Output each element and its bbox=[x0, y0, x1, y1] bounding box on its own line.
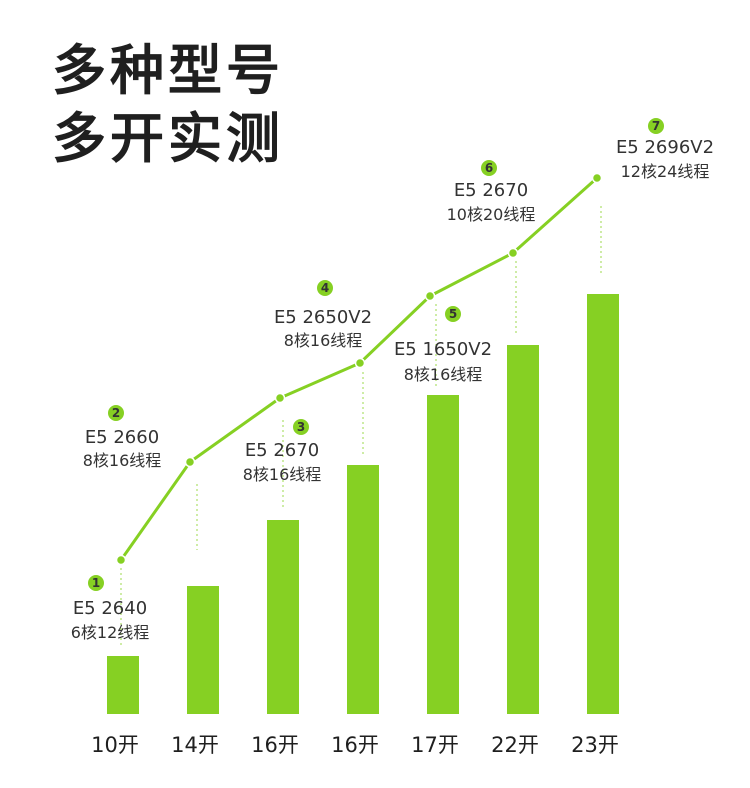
badge-number-6: 6 bbox=[485, 161, 493, 175]
cpu-model-label-2: E5 2660 bbox=[85, 427, 159, 448]
cpu-spec-label-1: 6核12线程 bbox=[71, 623, 150, 642]
bar-7 bbox=[587, 294, 619, 714]
x-tick-label-5: 17开 bbox=[411, 733, 459, 757]
trend-point-6 bbox=[507, 247, 519, 259]
bar-2 bbox=[187, 586, 219, 714]
badge-3 bbox=[293, 419, 309, 435]
badge-number-2: 2 bbox=[112, 406, 120, 420]
trend-point-2 bbox=[184, 456, 196, 468]
page-title-line-1: 多种型号 bbox=[52, 39, 284, 102]
trend-point-4 bbox=[354, 357, 366, 369]
x-tick-label-1: 10开 bbox=[91, 733, 139, 757]
badge-7 bbox=[648, 118, 664, 134]
trend-point-5 bbox=[424, 290, 436, 302]
trend-point-7 bbox=[591, 172, 603, 184]
cpu-spec-label-2: 8核16线程 bbox=[83, 451, 162, 470]
bar-3 bbox=[267, 520, 299, 714]
bar-5 bbox=[427, 395, 459, 714]
bar-1 bbox=[107, 656, 139, 714]
x-tick-label-4: 16开 bbox=[331, 733, 379, 757]
badge-number-7: 7 bbox=[652, 119, 660, 133]
x-tick-label-6: 22开 bbox=[491, 733, 539, 757]
cpu-model-label-6: E5 2670 bbox=[454, 180, 528, 201]
cpu-spec-label-4: 8核16线程 bbox=[284, 331, 363, 350]
trend-point-3 bbox=[274, 392, 286, 404]
badge-number-4: 4 bbox=[321, 281, 329, 295]
cpu-model-label-7: E5 2696V2 bbox=[616, 137, 714, 158]
bar-4 bbox=[347, 465, 379, 714]
x-tick-label-2: 14开 bbox=[171, 733, 219, 757]
badge-number-3: 3 bbox=[297, 420, 305, 434]
cpu-spec-label-7: 12核24线程 bbox=[621, 162, 710, 181]
badge-1 bbox=[88, 575, 104, 591]
cpu-model-label-3: E5 2670 bbox=[245, 440, 319, 461]
badge-number-1: 1 bbox=[92, 576, 100, 590]
x-tick-label-7: 23开 bbox=[571, 733, 619, 757]
badge-6 bbox=[481, 160, 497, 176]
cpu-spec-label-6: 10核20线程 bbox=[447, 205, 536, 224]
badge-4 bbox=[317, 280, 333, 296]
cpu-model-label-1: E5 2640 bbox=[73, 598, 147, 619]
page-title-line-2: 多开实测 bbox=[52, 107, 284, 170]
cpu-spec-label-5: 8核16线程 bbox=[404, 365, 483, 384]
trend-point-1 bbox=[115, 554, 127, 566]
cpu-model-label-5: E5 1650V2 bbox=[394, 339, 492, 360]
badge-number-5: 5 bbox=[449, 307, 457, 321]
cpu-model-label-4: E5 2650V2 bbox=[274, 307, 372, 328]
badge-5 bbox=[445, 306, 461, 322]
x-tick-label-3: 16开 bbox=[251, 733, 299, 757]
badge-2 bbox=[108, 405, 124, 421]
cpu-spec-label-3: 8核16线程 bbox=[243, 465, 322, 484]
bar-6 bbox=[507, 345, 539, 714]
